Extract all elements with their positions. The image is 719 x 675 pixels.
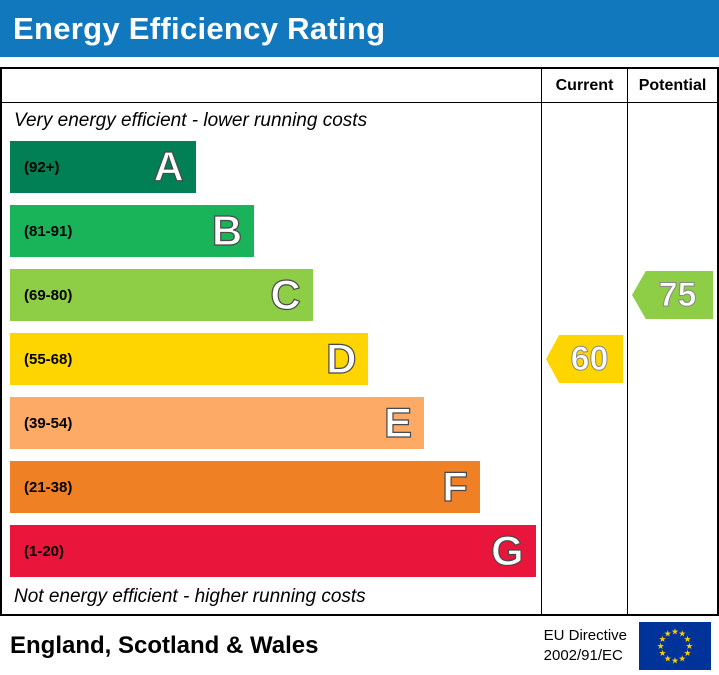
chart-header-spacer (2, 69, 541, 102)
band-bar-b: (81-91) B (10, 205, 255, 257)
band-row-g: (1-20) G (10, 519, 541, 583)
epc-chart: Current Potential Very energy efficient … (0, 67, 719, 616)
eu-directive-line-1: EU Directive (543, 627, 627, 644)
eu-directive-text: EU Directive 2002/91/EC (544, 626, 627, 665)
current-rating-value: 60 (570, 340, 609, 378)
band-range-label: (1-20) (24, 542, 65, 560)
band-letter: E (384, 399, 413, 446)
eu-flag-star: ★ (664, 653, 672, 663)
band-letter: D (325, 335, 357, 382)
chart-body: Very energy efficient - lower running co… (2, 103, 717, 614)
eu-flag-star: ★ (671, 626, 679, 636)
column-header-current: Current (541, 69, 627, 102)
band-bar-c: (69-80) C (10, 269, 313, 321)
band-letter: A (153, 143, 185, 190)
eu-flag-star: ★ (659, 633, 667, 643)
eu-flag-star: ★ (664, 628, 672, 638)
potential-column: 75 (627, 103, 717, 614)
band-row-b: (81-91) B (10, 199, 541, 263)
footer: England, Scotland & Wales EU Directive 2… (0, 616, 719, 675)
band-row-d: (55-68) D (10, 327, 541, 391)
potential-rating-arrow: 75 (632, 271, 713, 319)
band-range-label: (69-80) (24, 286, 73, 304)
bottom-note: Not energy efficient - higher running co… (14, 586, 366, 607)
eu-flag-star: ★ (678, 653, 686, 663)
title-bar: Energy Efficiency Rating (0, 0, 719, 57)
page-title: Energy Efficiency Rating (13, 10, 386, 46)
band-letter: G (490, 527, 524, 574)
eu-flag-star: ★ (686, 641, 694, 651)
band-bar-e: (39-54) E (10, 397, 425, 449)
band-bar-d: (55-68) D (10, 333, 369, 385)
current-rating-arrow: 60 (546, 335, 623, 383)
eu-flag-star: ★ (684, 648, 692, 658)
eu-flag-bg (639, 621, 711, 670)
band-range-label: (55-68) (24, 350, 73, 368)
eu-flag-star: ★ (678, 628, 686, 638)
eu-flag-star: ★ (671, 655, 679, 665)
eu-flag-icon: ★ ★ ★ ★ ★ ★ ★ ★ ★ ★ ★ ★ (639, 621, 711, 670)
band-bar-f: (21-38) F (10, 461, 480, 513)
band-bar-a: (92+) A (10, 141, 196, 193)
eu-directive-line-2: 2002/91/EC (543, 646, 623, 664)
band-letter: F (442, 463, 469, 510)
rating-scale-column: Very energy efficient - lower running co… (2, 103, 541, 614)
eu-flag-star: ★ (657, 641, 665, 651)
potential-rating-value: 75 (658, 276, 697, 314)
band-range-label: (21-38) (24, 478, 73, 496)
band-range-label: (39-54) (24, 414, 73, 432)
band-row-a: (92+) A (10, 135, 541, 199)
current-column: 60 (541, 103, 627, 614)
band-row-f: (21-38) F (10, 455, 541, 519)
band-letter: C (270, 271, 302, 318)
eu-flag-star: ★ (684, 633, 692, 643)
band-range-label: (81-91) (24, 222, 73, 240)
top-note: Very energy efficient - lower running co… (14, 110, 368, 131)
band-row-c: (69-80) C (10, 263, 541, 327)
bands: (92+) A (81-91) B (69-80) C (55-68) D (39-54) E (2… (2, 135, 541, 583)
eu-flag-star: ★ (659, 648, 667, 658)
column-header-potential: Potential (627, 69, 717, 102)
region-label: England, Scotland & Wales (10, 631, 319, 659)
band-letter: B (211, 207, 243, 254)
band-range-label: (92+) (24, 158, 60, 176)
band-bar-g: (1-20) G (10, 525, 536, 577)
chart-header: Current Potential (2, 69, 717, 103)
band-row-e: (39-54) E (10, 391, 541, 455)
